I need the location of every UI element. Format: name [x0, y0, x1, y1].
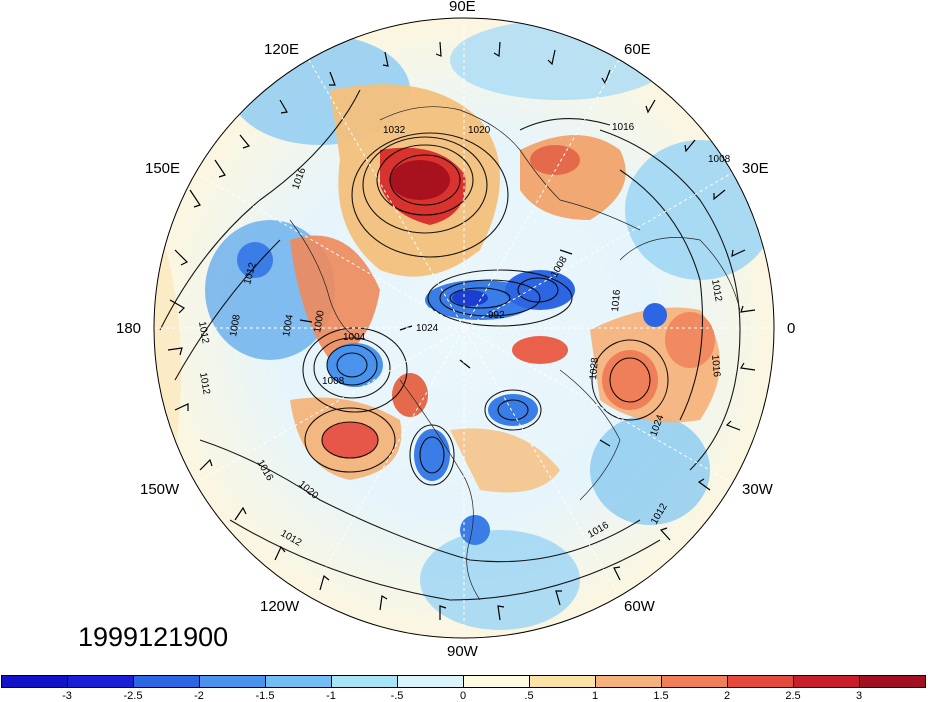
contour-label: 1012 [197, 372, 212, 396]
map-boundary [153, 17, 775, 639]
contour-label: 1012 [196, 321, 211, 345]
lon-label-30w: 30W [742, 481, 773, 498]
colorbar-box [2, 676, 68, 687]
colorbar-box [794, 676, 860, 687]
lon-label-150w: 150W [140, 481, 180, 498]
colorbar-tick-label: -2.5 [123, 690, 143, 702]
colorbar-tick-label: -3 [62, 690, 72, 702]
graticule [154, 18, 774, 638]
polar-stereographic-map: 1032 1020 1016 1016 1008 1012 1008 1004 … [153, 17, 775, 639]
colorbar-tick-label: 2 [723, 690, 731, 702]
colorbar-box [398, 676, 464, 687]
lon-label-90e: 90E [449, 0, 476, 15]
contour-label: 1032 [383, 125, 406, 136]
lon-label-0: 0 [787, 320, 796, 337]
colorbar-tick-label: 0 [459, 690, 467, 702]
colorbar-box [332, 676, 398, 687]
colorbar-tick-label: 1.5 [653, 690, 669, 702]
contour-label: 1016 [610, 289, 623, 313]
colorbar-box [134, 676, 200, 687]
contour-label: 1020 [468, 125, 491, 136]
contour-label: 1008 [228, 313, 243, 337]
contour-label: 1012 [709, 279, 724, 303]
lon-label-120e: 120E [264, 41, 300, 58]
colorbar-tick-label: 1 [591, 690, 599, 702]
colorbar-box [464, 676, 530, 687]
lon-label-60e: 60E [624, 41, 651, 58]
contour-label: 1004 [343, 332, 366, 343]
colorbar-tick-label: -.5 [390, 690, 404, 702]
colorbar [1, 675, 926, 688]
lon-label-30e: 30E [742, 160, 769, 177]
colorbar-box [596, 676, 662, 687]
colorbar-box [728, 676, 794, 687]
lon-label-60w: 60W [624, 598, 655, 615]
colorbar-tick-label: -1 [326, 690, 336, 702]
contour-label: 1016 [612, 122, 635, 133]
contour-label: 1028 [588, 357, 601, 381]
colorbar-tick-label: 2.5 [785, 690, 801, 702]
contour-label: 1008 [708, 154, 731, 165]
lon-label-90w: 90W [447, 643, 478, 660]
colorbar-box [200, 676, 266, 687]
contour-label: 1004 [281, 313, 296, 337]
colorbar-tick-label: 3 [855, 690, 863, 702]
date-time-label: 1999121900 [78, 622, 229, 652]
colorbar-box [662, 676, 728, 687]
contour-label: 1016 [709, 354, 722, 378]
contour-label: 992 [488, 310, 505, 321]
colorbar-tick-label: -2 [194, 690, 204, 702]
contour-label: 1000 [312, 309, 327, 333]
contour-label: 1024 [416, 323, 439, 334]
lon-label-150e: 150E [145, 160, 181, 177]
colorbar-box [68, 676, 134, 687]
colorbar-box [530, 676, 596, 687]
colorbar-box [860, 676, 925, 687]
colorbar-box [266, 676, 332, 687]
colorbar-tick-label: .5 [524, 690, 534, 702]
lon-label-120w: 120W [260, 598, 300, 615]
contour-label: 1008 [322, 376, 345, 387]
colorbar-tick-label: -1.5 [255, 690, 275, 702]
lon-label-180: 180 [116, 320, 142, 337]
